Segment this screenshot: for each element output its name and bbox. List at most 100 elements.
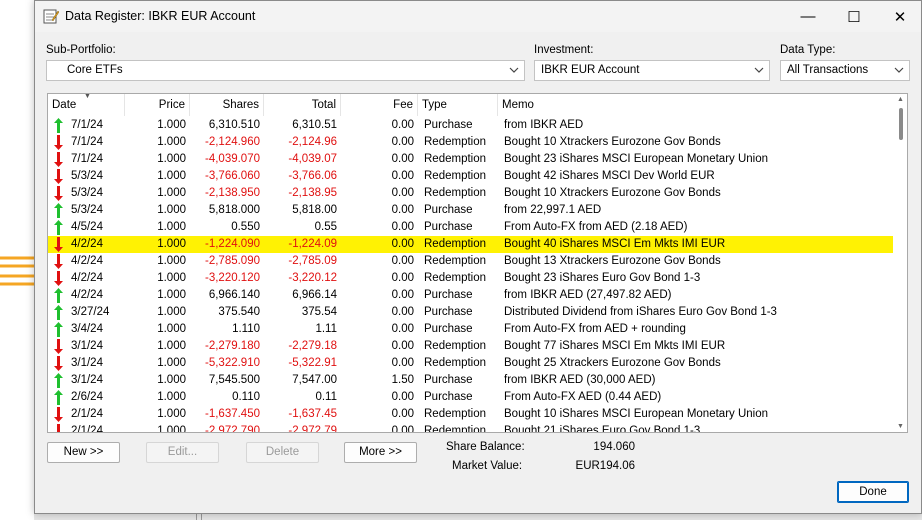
cell-shares: -2,124.960	[205, 136, 260, 148]
sub-portfolio-select[interactable]: Core ETFs	[46, 60, 525, 81]
cell-memo: from IBKR AED	[504, 119, 584, 131]
cell-memo: Bought 40 iShares MSCI Em Mkts IMI EUR	[504, 238, 726, 250]
table-row[interactable]: 3/4/24 1.000 1.110 1.11 0.00 Purchase From Aut…	[48, 321, 893, 338]
sub-portfolio-label: Sub-Portfolio:	[46, 44, 116, 56]
cell-type: Purchase	[424, 204, 473, 216]
cell-shares: -3,220.120	[205, 272, 260, 284]
investment-label: Investment:	[534, 44, 594, 56]
vertical-scrollbar[interactable]: ▲ ▼	[895, 94, 907, 432]
table-row[interactable]: 7/1/24 1.000 -2,124.960 -2,124.96 0.00 Redemp…	[48, 134, 893, 151]
cell-memo: Bought 23 iShares Euro Gov Bond 1-3	[504, 272, 701, 284]
done-button[interactable]: Done	[837, 481, 909, 503]
table-row[interactable]: 4/2/24 1.000 -1,224.090 -1,224.09 0.00 Redemp…	[48, 236, 893, 253]
scroll-up-icon[interactable]: ▲	[897, 96, 904, 103]
investment-value: IBKR EUR Account	[541, 64, 640, 76]
delete-button[interactable]: Delete	[246, 442, 319, 463]
cell-fee: 0.00	[391, 289, 414, 301]
scrollbar-thumb[interactable]	[899, 108, 903, 140]
cell-total: -1,224.09	[288, 238, 337, 250]
table-row[interactable]: 3/1/24 1.000 7,545.500 7,547.00 1.50 Purchase…	[48, 372, 893, 389]
down-arrow-icon	[54, 254, 63, 269]
cell-fee: 0.00	[391, 204, 414, 216]
cell-fee: 0.00	[391, 340, 414, 352]
table-row[interactable]: 7/1/24 1.000 -4,039.070 -4,039.07 0.00 Redemp…	[48, 151, 893, 168]
minimize-button[interactable]: —	[785, 1, 831, 32]
cell-price: 1.000	[157, 255, 186, 267]
table-row[interactable]: 7/1/24 1.000 6,310.510 6,310.51 0.00 Purchase…	[48, 117, 893, 134]
table-row[interactable]: 2/1/24 1.000 -1,637.450 -1,637.45 0.00 Redemp…	[48, 406, 893, 423]
cell-shares: -2,138.950	[205, 187, 260, 199]
cell-price: 1.000	[157, 408, 186, 420]
cell-date: 7/1/24	[71, 119, 103, 131]
cell-fee: 0.00	[391, 425, 414, 433]
down-arrow-icon	[54, 339, 63, 354]
table-row[interactable]: 4/2/24 1.000 6,966.140 6,966.14 0.00 Purchase…	[48, 287, 893, 304]
column-header-date[interactable]: ▼ Date	[48, 94, 125, 116]
register-edit-icon	[43, 9, 59, 24]
sub-portfolio-value: Core ETFs	[67, 64, 123, 76]
cell-memo: Bought 25 Xtrackers Eurozone Gov Bonds	[504, 357, 721, 369]
edit-button[interactable]: Edit...	[146, 442, 219, 463]
cell-memo: Bought 23 iShares MSCI European Monetary…	[504, 153, 769, 165]
column-header-type[interactable]: Type	[418, 94, 498, 116]
maximize-button[interactable]: ☐	[831, 1, 877, 32]
cell-date: 5/3/24	[71, 204, 103, 216]
scroll-down-icon[interactable]: ▼	[897, 423, 904, 430]
column-header-memo[interactable]: Memo	[502, 99, 534, 111]
column-header-total[interactable]: Total	[264, 94, 341, 116]
table-row[interactable]: 4/2/24 1.000 -2,785.090 -2,785.09 0.00 Redemp…	[48, 253, 893, 270]
title-bar[interactable]: Data Register: IBKR EUR Account — ☐ ✕	[35, 1, 921, 32]
up-arrow-icon	[54, 118, 63, 133]
cell-total: -5,322.91	[288, 357, 337, 369]
cell-memo: From Auto-FX from AED (2.18 AED)	[504, 221, 688, 233]
cell-type: Purchase	[424, 221, 473, 233]
cell-price: 1.000	[157, 272, 186, 284]
cell-date: 4/2/24	[71, 289, 103, 301]
cell-date: 3/4/24	[71, 323, 103, 335]
data-register-window: Data Register: IBKR EUR Account — ☐ ✕ Su…	[34, 0, 922, 514]
cell-type: Redemption	[424, 170, 487, 182]
cell-price: 1.000	[157, 306, 186, 318]
column-header-price[interactable]: Price	[125, 94, 190, 116]
cell-shares: 375.540	[218, 306, 260, 318]
cell-shares: -2,279.180	[205, 340, 260, 352]
close-button[interactable]: ✕	[877, 1, 922, 32]
share-balance-label: Share Balance:	[446, 441, 525, 453]
table-row[interactable]: 5/3/24 1.000 5,818.000 5,818.00 0.00 Purchase…	[48, 202, 893, 219]
new-button[interactable]: New >>	[47, 442, 120, 463]
cell-price: 1.000	[157, 340, 186, 352]
column-header-shares[interactable]: Shares	[190, 94, 264, 116]
table-row[interactable]: 4/5/24 1.000 0.550 0.55 0.00 Purchase From Aut…	[48, 219, 893, 236]
table-row[interactable]: 3/1/24 1.000 -2,279.180 -2,279.18 0.00 Redemp…	[48, 338, 893, 355]
up-arrow-icon	[54, 288, 63, 303]
table-row[interactable]: 5/3/24 1.000 -3,766.060 -3,766.06 0.00 Redemp…	[48, 168, 893, 185]
data-type-select[interactable]: All Transactions	[780, 60, 910, 81]
investment-select[interactable]: IBKR EUR Account	[534, 60, 770, 81]
down-arrow-icon	[54, 237, 63, 252]
transaction-grid[interactable]: ▼ Date Price Shares Total Fee Type Memo …	[47, 93, 908, 433]
table-row[interactable]: 3/1/24 1.000 -5,322.910 -5,322.91 0.00 Redemp…	[48, 355, 893, 372]
table-row[interactable]: 5/3/24 1.000 -2,138.950 -2,138.95 0.00 Redemp…	[48, 185, 893, 202]
cell-shares: -5,322.910	[205, 357, 260, 369]
cell-memo: Bought 13 Xtrackers Eurozone Gov Bonds	[504, 255, 721, 267]
cell-fee: 0.00	[391, 306, 414, 318]
cell-total: -2,785.09	[288, 255, 337, 267]
cell-price: 1.000	[157, 119, 186, 131]
cell-type: Purchase	[424, 306, 473, 318]
sort-descending-icon: ▼	[84, 93, 91, 100]
cell-type: Purchase	[424, 374, 473, 386]
table-row[interactable]: 2/1/24 1.000 -2,972.790 -2,972.79 0.00 Redemp…	[48, 423, 893, 433]
cell-total: 6,966.14	[292, 289, 337, 301]
cell-date: 4/2/24	[71, 238, 103, 250]
column-header-fee[interactable]: Fee	[341, 94, 418, 116]
cell-total: -2,124.96	[288, 136, 337, 148]
cell-memo: from 22,997.1 AED	[504, 204, 602, 216]
cell-total: -2,279.18	[288, 340, 337, 352]
table-row[interactable]: 3/27/24 1.000 375.540 375.54 0.00 Purchase Dis…	[48, 304, 893, 321]
table-row[interactable]: 2/6/24 1.000 0.110 0.11 0.00 Purchase From Aut…	[48, 389, 893, 406]
cell-memo: From Auto-FX from AED + rounding	[504, 323, 686, 335]
close-icon: ✕	[893, 8, 907, 26]
table-row[interactable]: 4/2/24 1.000 -3,220.120 -3,220.12 0.00 Redemp…	[48, 270, 893, 287]
more-button[interactable]: More >>	[344, 442, 417, 463]
cell-type: Purchase	[424, 289, 473, 301]
